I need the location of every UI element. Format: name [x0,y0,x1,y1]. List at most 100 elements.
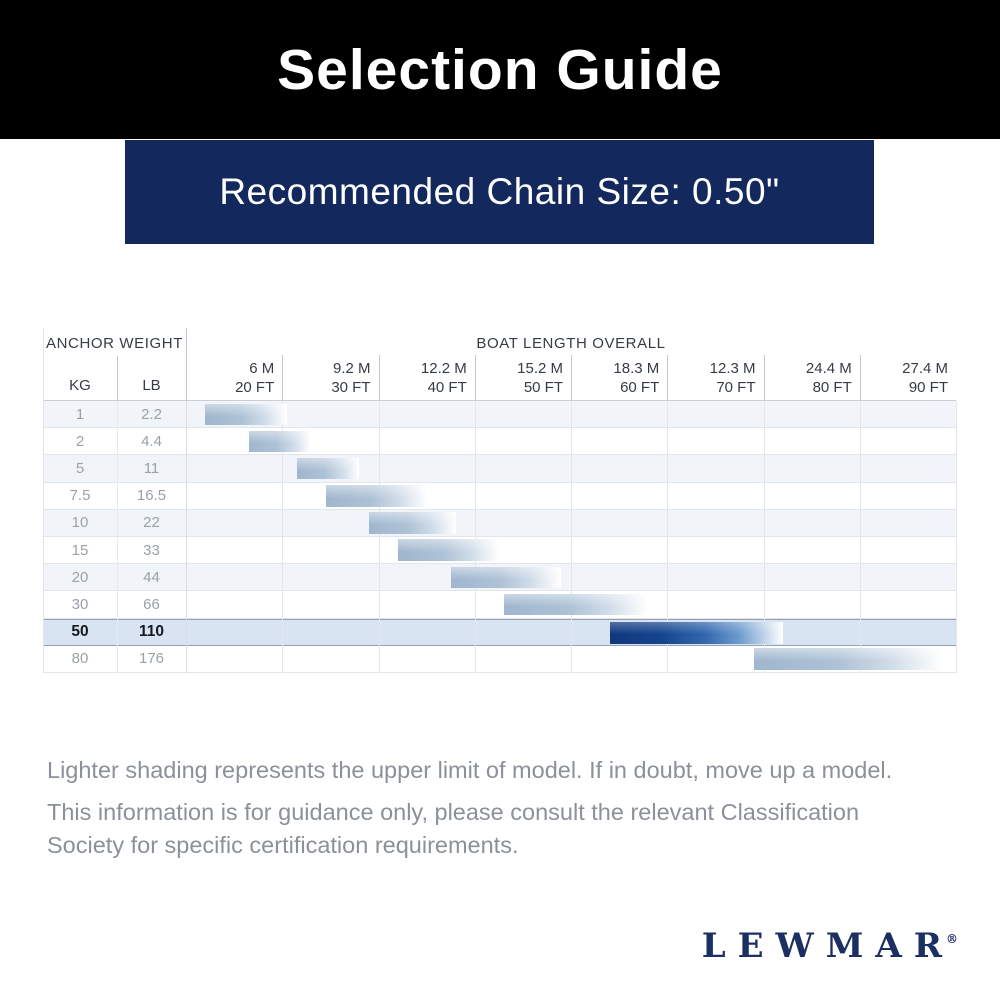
table-row: 20 44 [43,564,956,592]
kg-value: 5 [75,459,85,477]
grid-line [571,355,572,401]
grid-line [378,401,380,673]
boat-length-range-bar [753,648,942,670]
lb-value: 110 [138,623,164,641]
table-row: 5 11 [43,455,956,483]
table-body: 1 2.2 2 4.4 5 11 7.5 16.5 10 22 15 33 20… [43,401,957,673]
kg-value: 15 [71,541,89,559]
grid-line [282,355,284,401]
table-row: 7.5 16.5 [43,483,956,510]
length-meters: 12.2 M [420,360,467,377]
grid-line [763,401,765,673]
table-row: 15 33 [43,537,956,565]
table-row: 2 4.4 [43,428,956,456]
boat-length-range-bar [205,403,288,425]
length-meters: 18.3 M [613,360,660,377]
grid-line [378,355,380,401]
table-row: 30 66 [43,591,956,619]
length-meters: 24.4 M [805,360,852,377]
table-header: ANCHOR WEIGHT BOAT LENGTH OVERALL KG LB … [43,328,956,401]
lb-value: 4.4 [141,432,162,450]
boat-length-range-bar [397,539,499,561]
boat-length-column-label: 24.4 M 80 FT [764,355,860,401]
length-feet: 80 FT [812,379,852,396]
boat-length-range-bar [325,485,427,507]
lewmar-logo-text: LEWMAR [701,926,954,966]
length-feet: 70 FT [716,379,756,396]
boat-length-column-label: 12.3 M 70 FT [667,355,763,401]
boat-length-column-label: 9.2 M 30 FT [282,355,378,401]
length-feet: 20 FT [235,379,275,396]
boat-length-column-label: 15.2 M 50 FT [475,355,571,401]
page-title: Selection Guide [277,37,723,102]
length-meters: 27.4 M [902,360,948,377]
grid-line [763,355,765,401]
length-feet: 90 FT [908,379,948,396]
boat-length-range-bar [248,430,312,453]
boat-length-column-label: 6 M 20 FT [186,355,282,401]
note-guidance: This information is for guidance only, p… [47,799,860,858]
selection-table: ANCHOR WEIGHT BOAT LENGTH OVERALL KG LB … [43,328,957,673]
boat-length-range-bar [609,622,783,644]
length-meters: 12.3 M [709,360,756,377]
kg-value: 50 [71,623,89,641]
footer-notes: Lighter shading represents the upper lim… [47,754,931,871]
lb-value: 11 [143,459,160,477]
grid-line [474,355,476,401]
table-left-border [43,328,44,673]
table-row: 80 176 [43,646,956,673]
lb-value: 176 [138,650,165,668]
kg-column-header: KG [69,377,91,394]
length-feet: 60 FT [620,379,660,396]
grid-line [571,401,572,673]
grid-line [117,356,118,401]
boat-length-columns: 6 M 20 FT 9.2 M 30 FT 12.2 M 40 FT 15.2 … [186,355,956,401]
lb-value: 44 [143,568,160,586]
table-row: 10 22 [43,509,956,537]
lb-value: 16.5 [136,487,167,505]
boat-length-range-bar [368,512,456,534]
table-row: 1 2.2 [43,401,956,429]
boat-length-column-label: 27.4 M 90 FT [860,355,956,401]
grid-line [667,401,669,673]
registered-mark: ® [946,932,958,946]
boat-length-range-bar [296,457,360,480]
grid-line [667,355,669,401]
chain-size-text: Recommended Chain Size: 0.50" [219,171,780,212]
header-bottom-line [43,400,956,401]
lewmar-logo: LEWMAR® [702,926,958,966]
lb-value: 22 [143,514,160,532]
lb-value: 2.2 [141,405,162,423]
grid-line [859,401,861,673]
grid-line [186,328,187,401]
note-shading: Lighter shading represents the upper lim… [47,757,893,783]
length-feet: 40 FT [427,379,467,396]
kg-value: 30 [71,595,89,613]
kg-value: 80 [71,650,89,668]
grid-line [117,401,118,673]
boat-length-range-bar [450,566,562,589]
kg-value: 1 [75,405,85,423]
grid-line [859,355,861,401]
kg-value: 20 [71,568,89,586]
anchor-weight-header: ANCHOR WEIGHT [46,335,183,352]
table-row: 50 110 [43,618,956,646]
kg-value: 10 [71,514,89,532]
lb-column-header: LB [142,377,161,394]
lb-value: 33 [143,541,160,559]
kg-value: 2 [75,432,85,450]
length-feet: 30 FT [331,379,371,396]
title-band: Selection Guide [0,0,1000,139]
lb-value: 66 [143,595,160,613]
chain-size-banner: Recommended Chain Size: 0.50" [125,140,874,244]
boat-length-header: BOAT LENGTH OVERALL [476,335,666,352]
boat-length-range-bar [503,593,648,616]
length-meters: 9.2 M [332,360,371,377]
boat-length-column-label: 18.3 M 60 FT [571,355,667,401]
length-feet: 50 FT [523,379,563,396]
grid-line [282,401,284,673]
length-meters: 6 M [249,360,275,377]
grid-line [186,401,187,673]
grid-line [474,401,476,673]
length-meters: 15.2 M [517,360,563,377]
